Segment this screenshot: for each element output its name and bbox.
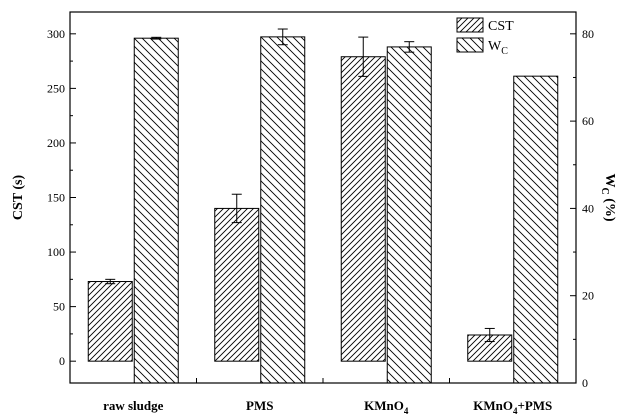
right-tick-label: 20 [582, 289, 594, 303]
category-label-2: PMS [246, 398, 273, 413]
right-tick-label: 40 [582, 201, 594, 215]
left-tick-label: 300 [47, 27, 65, 41]
left-tick-label: 150 [47, 191, 65, 205]
bar-wc-4 [513, 75, 559, 384]
right-tick-label: 0 [582, 376, 588, 390]
right-axis-label: WC (%) [599, 173, 617, 221]
category-label-4: KMnO4+PMS [473, 398, 552, 416]
right-tick-label: 60 [582, 114, 594, 128]
legend-label-2: WC [488, 39, 508, 57]
left-axis-label: CST (s) [11, 175, 26, 221]
left-tick-label: 100 [47, 245, 65, 259]
right-tick-label: 80 [582, 27, 594, 41]
bar-cst-1 [87, 281, 133, 362]
left-tick-label: 200 [47, 136, 65, 150]
legend-swatch-2 [456, 37, 484, 53]
left-tick-label: 50 [53, 300, 65, 314]
category-label-3: KMnO4 [364, 398, 409, 416]
category-label-1: raw sludge [103, 398, 164, 413]
bar-cst-3 [340, 56, 386, 362]
bar-wc-1 [133, 37, 179, 384]
bar-wc-2 [260, 36, 306, 384]
bar-cst-2 [214, 207, 260, 362]
left-tick-label: 0 [59, 354, 65, 368]
bar-wc-3 [386, 46, 432, 384]
legend-swatch-1 [456, 17, 484, 33]
left-tick-label: 250 [47, 81, 65, 95]
legend-label-1: CST [488, 19, 514, 34]
